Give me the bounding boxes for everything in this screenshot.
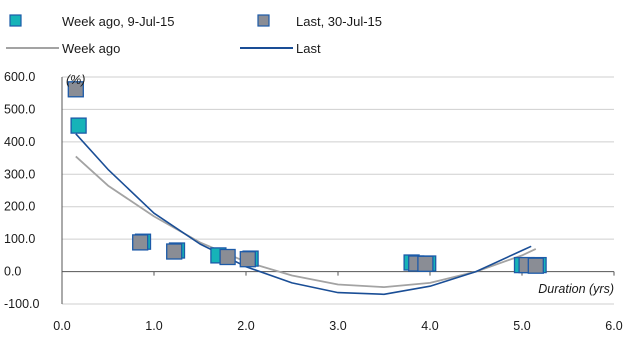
- legend-label-last-scatter: Last, 30-Jul-15: [296, 14, 382, 29]
- x-tick-label: 4.0: [421, 319, 438, 333]
- x-tick-label: 0.0: [53, 319, 70, 333]
- marker-last: [417, 255, 434, 272]
- tick-labels: -100.0 0.0 100.0 200.0 300.0 400.0 500.0 600.0 0…: [4, 70, 623, 333]
- y-tick-label: 600.0: [4, 70, 35, 84]
- marker-last: [166, 243, 183, 260]
- legend-label-week-ago-line: Week ago: [62, 41, 120, 56]
- x-tick-label: 2.0: [237, 319, 254, 333]
- legend-item-week-ago-scatter: Week ago, 9-Jul-15: [9, 14, 175, 29]
- legend-item-last-scatter: Last, 30-Jul-15: [257, 14, 382, 29]
- marker-last: [67, 81, 84, 98]
- x-axis-title: Duration (yrs): [538, 282, 614, 296]
- y-tick-label: 200.0: [4, 200, 35, 214]
- y-tick-label: 300.0: [4, 167, 35, 181]
- y-tick-label: 400.0: [4, 135, 35, 149]
- marker-last: [527, 257, 544, 274]
- x-tick-label: 1.0: [145, 319, 162, 333]
- marker-last: [239, 251, 256, 268]
- x-tick-label: 3.0: [329, 319, 346, 333]
- line-series: [75, 133, 537, 296]
- y-tick-label: 0.0: [4, 265, 21, 279]
- x-tick-label: 5.0: [513, 319, 530, 333]
- y-axis-unit-label: (%): [66, 73, 85, 87]
- gridlines: [62, 76, 614, 305]
- legend-swatch-week-ago-scatter: [9, 14, 22, 27]
- legend-item-week-ago-line: Week ago: [6, 41, 120, 56]
- legend-item-last-line: Last: [240, 41, 321, 56]
- scatter-series: [67, 81, 547, 274]
- line-week-ago: [75, 155, 537, 289]
- marker-week-ago: [70, 117, 87, 134]
- marker-last: [219, 248, 236, 266]
- legend-label-week-ago-scatter: Week ago, 9-Jul-15: [62, 14, 175, 29]
- legend: Week ago, 9-Jul-15 Last, 30-Jul-15 Week …: [6, 14, 382, 56]
- legend-swatch-last-scatter: [257, 14, 270, 27]
- marker-last: [132, 234, 149, 251]
- line-last: [75, 133, 532, 296]
- x-tick-label: 6.0: [605, 319, 622, 333]
- y-tick-label: 100.0: [4, 232, 35, 246]
- y-tick-label: -100.0: [4, 297, 39, 311]
- y-tick-label: 500.0: [4, 102, 35, 116]
- legend-label-last-line: Last: [296, 41, 321, 56]
